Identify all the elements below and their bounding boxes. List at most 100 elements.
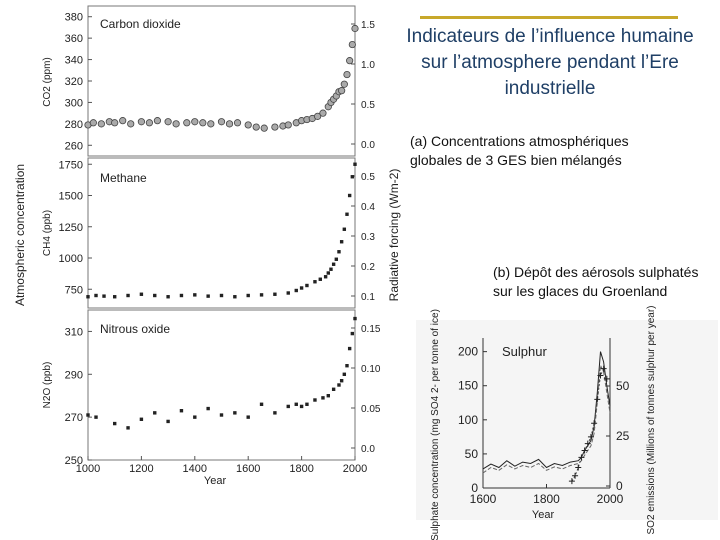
n2o-data-point (286, 404, 290, 409)
co2-data-point (244, 121, 252, 129)
radiative-forcing-label: Radiative forcing (Wm-2) (387, 169, 401, 302)
ch4-y-tick-label: 1000 (59, 253, 83, 265)
so2-emission-marker (572, 472, 579, 479)
so2-emission-marker (568, 478, 575, 485)
n2o-data-point (345, 364, 349, 368)
co2-panel-title: Carbon dioxide (100, 17, 181, 31)
so2-emission-marker (591, 420, 598, 427)
ch4-data-point (313, 280, 317, 284)
so2-y-tick-label: 0 (616, 479, 623, 493)
co2-data-point (145, 119, 154, 127)
so2-emission-marker (600, 365, 607, 372)
co2-data-point (127, 120, 135, 128)
n2o-data-point (193, 415, 197, 419)
co2-data-point (137, 118, 145, 126)
n2o-y-tick-label: 290 (65, 369, 83, 381)
co2-data-point (284, 121, 292, 129)
sulphur-x-tick-label: 2000 (597, 492, 624, 506)
n2o-y-axis-label: N2O (ppb) (42, 362, 53, 409)
co2-data-point (89, 119, 97, 127)
sulphate-y-tick-label: 50 (465, 447, 479, 461)
ch4-data-point (334, 257, 339, 261)
ch4-y2-tick-label: 0.3 (361, 232, 375, 243)
sulphur-panel-background (416, 320, 718, 520)
co2-y-tick-label: 300 (65, 97, 83, 109)
ch4-data-point (113, 295, 117, 299)
ch4-data-point (329, 267, 333, 271)
n2o-data-point (259, 402, 264, 406)
sulphur-x-tick-label: 1800 (533, 492, 560, 506)
co2-data-point (338, 87, 346, 95)
ch4-y2-tick-label: 0.4 (361, 202, 375, 213)
so2-emission-marker (587, 433, 594, 440)
ch4-data-point (273, 292, 277, 296)
co2-data-point (183, 119, 191, 127)
ch4-y-tick-label: 1750 (59, 159, 83, 171)
co2-y-tick-label: 260 (65, 140, 83, 152)
co2-y2-tick-label: 1.5 (361, 20, 375, 31)
ch4-data-point (233, 295, 237, 299)
ch4-y2-tick-label: 0.1 (361, 292, 375, 303)
n2o-y2-tick-label: 0.0 (361, 444, 375, 455)
so2-emission-marker (578, 454, 585, 461)
n2o-data-point (331, 387, 336, 391)
year-tick-label: 1400 (183, 463, 207, 475)
co2-y2-tick-label: 0.5 (361, 100, 375, 111)
ch4-data-point (246, 293, 250, 298)
title-rule (420, 16, 678, 19)
n2o-data-point (326, 394, 330, 398)
year-axis-label: Year (204, 475, 227, 487)
ch4-y2-tick-label: 0.2 (361, 262, 375, 273)
ch4-y2-tick-label: 0.5 (361, 172, 375, 183)
ch4-data-point (345, 212, 349, 216)
n2o-data-point (153, 411, 157, 415)
ch4-panel-frame (87, 157, 356, 309)
ch4-data-point (153, 293, 157, 298)
ch4-data-point (286, 291, 290, 295)
so2-emission-marker (597, 372, 604, 379)
co2-data-point (351, 24, 359, 33)
n2o-data-point (342, 372, 347, 376)
ch4-data-point (347, 193, 352, 198)
n2o-y-tick-label: 310 (65, 326, 83, 338)
n2o-data-point (321, 396, 325, 400)
co2-y2-tick-label: 1.0 (361, 60, 375, 71)
ch4-data-point (350, 175, 355, 179)
sulphate-y-axis-label: Sulphate concentration (mg SO4 2- per to… (430, 309, 441, 540)
caption-a: (a) Concentrations atmosphériques global… (410, 133, 629, 168)
ch4-data-point (166, 295, 170, 299)
n2o-data-point (86, 413, 90, 417)
co2-y-tick-label: 280 (65, 119, 83, 131)
co2-data-point (172, 120, 180, 128)
co2-data-point (153, 117, 162, 125)
n2o-panel-frame (87, 309, 356, 461)
n2o-y-tick-label: 270 (65, 412, 83, 424)
co2-data-point (340, 80, 348, 88)
co2-y-tick-label: 360 (65, 33, 83, 45)
n2o-data-point (206, 406, 210, 411)
ch4-y-axis-label: CH4 (ppb) (42, 210, 53, 256)
so2-emission-marker (575, 464, 582, 471)
co2-y-tick-label: 340 (65, 55, 83, 67)
ch4-data-point (305, 283, 309, 288)
ch4-data-point (299, 286, 304, 290)
ch4-data-point (219, 293, 224, 298)
n2o-y-tick-label: 250 (65, 455, 83, 467)
ch4-y-tick-label: 1500 (59, 191, 83, 203)
sulphur-x-tick-label: 1600 (470, 492, 497, 506)
co2-data-point (346, 57, 354, 65)
n2o-data-point (94, 415, 98, 419)
n2o-y2-tick-label: 0.10 (361, 364, 381, 375)
n2o-data-point (219, 413, 224, 417)
n2o-data-point (353, 316, 357, 321)
n2o-panel-title: Nitrous oxide (100, 322, 170, 336)
year-tick-label: 1000 (76, 463, 100, 475)
slide-title: Indicateurs de l’influence humaine sur l… (406, 26, 694, 99)
ch4-data-point (331, 262, 336, 266)
shared-y-axis-label: Atmospheric concentration (13, 164, 27, 306)
n2o-data-point (305, 402, 309, 406)
ch4-y-tick-label: 1250 (59, 222, 83, 234)
sulphur-x-axis-label: Year (532, 509, 555, 521)
n2o-data-point (166, 419, 170, 424)
co2-data-point (97, 120, 105, 128)
